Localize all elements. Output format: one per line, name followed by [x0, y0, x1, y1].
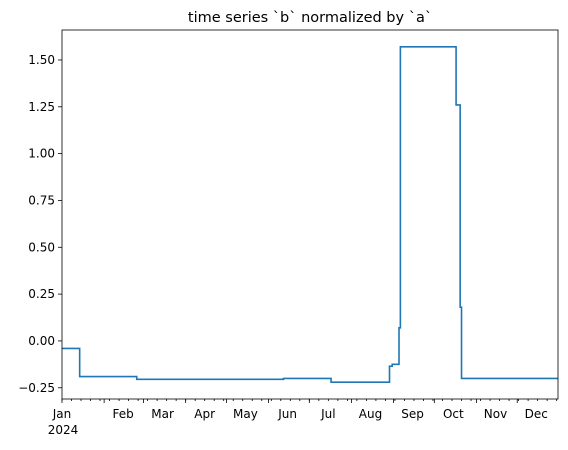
x-tick-label: Aug [359, 407, 382, 421]
y-tick-label: −0.25 [18, 381, 55, 395]
y-tick-label: 0.75 [28, 193, 55, 207]
x-tick-label: May [233, 407, 258, 421]
plot-area [62, 46, 558, 383]
x-tick-label: Dec [525, 407, 548, 421]
y-tick-label: 1.50 [28, 53, 55, 67]
y-tick-label: 0.00 [28, 334, 55, 348]
x-tick-label: Jun [277, 407, 297, 421]
x-tick-sublabel: 2024 [48, 423, 79, 437]
x-axis: Jan 2024 Feb Mar Apr May Jun Jul Aug Sep Oct Nov Dec [48, 399, 558, 437]
x-tick-label: Apr [194, 407, 215, 421]
x-tick-label: Feb [113, 407, 134, 421]
series-line [62, 46, 558, 383]
x-tick-label: Jul [320, 407, 335, 421]
y-tick-label: 1.00 [28, 147, 55, 161]
chart-title: time series `b` normalized by `a` [188, 10, 432, 26]
x-tick-label: Oct [443, 407, 464, 421]
y-tick-label: 0.25 [28, 287, 55, 301]
y-tick-label: 0.50 [28, 240, 55, 254]
y-axis: −0.25 0.00 0.25 0.50 0.75 1.00 1.25 1.50 [18, 53, 62, 395]
axes-frame [61, 29, 559, 400]
y-tick-label: 1.25 [28, 100, 55, 114]
x-tick-label: Nov [484, 407, 507, 421]
x-tick-label: Sep [401, 407, 424, 421]
x-tick-label: Jan [52, 407, 72, 421]
x-tick-label: Mar [151, 407, 174, 421]
